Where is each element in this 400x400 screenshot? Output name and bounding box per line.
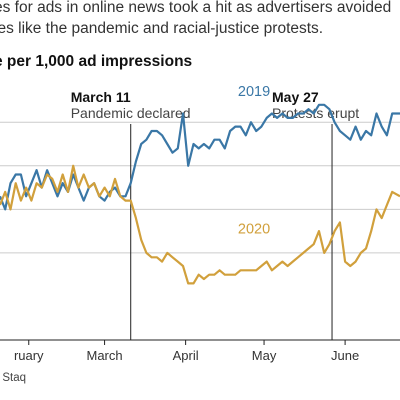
subtitle-line-1: es for ads in online news took a hit as …: [0, 0, 392, 16]
annotation-note-0: Pandemic declared: [71, 105, 191, 121]
x-tick-label-4: June: [331, 348, 359, 363]
metric-label: e per 1,000 ad impressions: [0, 53, 193, 70]
x-tick-label-0: ruary: [14, 348, 44, 363]
annotation-date-0: March 11: [71, 89, 131, 105]
annotation-date-1: May 27: [272, 89, 319, 105]
x-tick-label-2: April: [173, 348, 199, 363]
subtitle-line-2: ies like the pandemic and racial-justice…: [0, 20, 324, 37]
series-label-2020: 2020: [238, 221, 270, 237]
x-tick-label-1: March: [87, 348, 123, 363]
source-note: : Staq: [0, 372, 27, 384]
chart-subtitle: es for ads in online news took a hit as …: [0, 0, 400, 39]
x-tick-label-3: May: [252, 348, 277, 363]
series-line-2020: [0, 164, 400, 285]
annotation-note-1: Protests erupt: [272, 105, 359, 121]
series-label-2019: 2019: [238, 84, 270, 100]
